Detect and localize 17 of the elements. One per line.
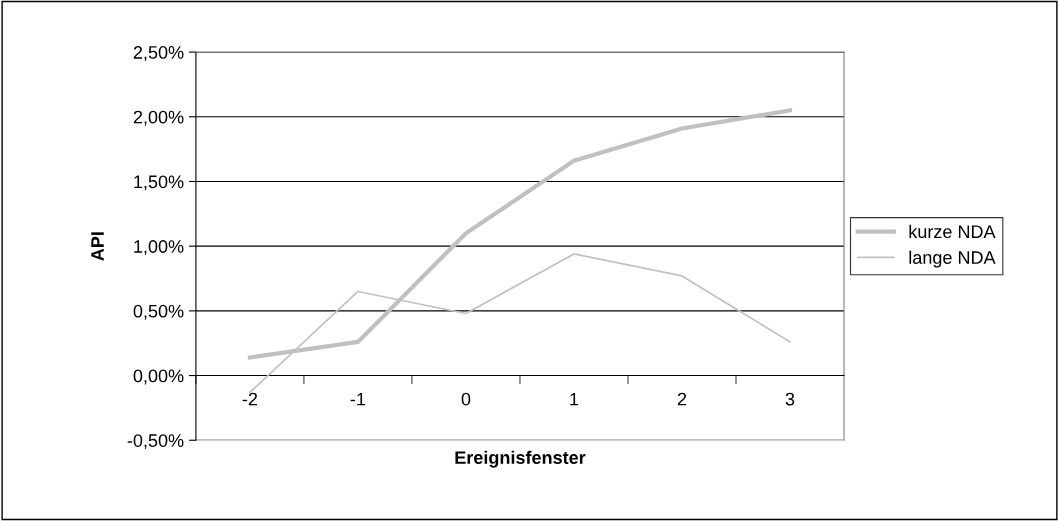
x-tick-label: -2 xyxy=(242,392,258,406)
y-tick-label: 1,50% xyxy=(134,175,184,191)
y-tick-label: 0,50% xyxy=(133,304,184,320)
x-tick-label: 2 xyxy=(677,392,687,406)
y-axis-title: API xyxy=(91,232,104,261)
x-tick-label: -1 xyxy=(350,392,366,406)
x-axis-title: Ereignisfenster xyxy=(455,450,586,468)
legend-label: kurze NDA xyxy=(909,224,996,239)
y-tick-label: 0,00% xyxy=(133,369,184,385)
y-tick-label: 2,50% xyxy=(133,46,184,61)
y-tick-label: -0,50% xyxy=(127,434,184,450)
y-tick-label: 1,00% xyxy=(134,240,184,256)
x-tick-label: 3 xyxy=(785,392,795,406)
x-tick-label: 0 xyxy=(461,392,471,406)
x-tick-label: 1 xyxy=(570,392,579,406)
y-tick-label: 2,00% xyxy=(133,110,184,126)
legend-label: lange NDA xyxy=(909,250,996,268)
